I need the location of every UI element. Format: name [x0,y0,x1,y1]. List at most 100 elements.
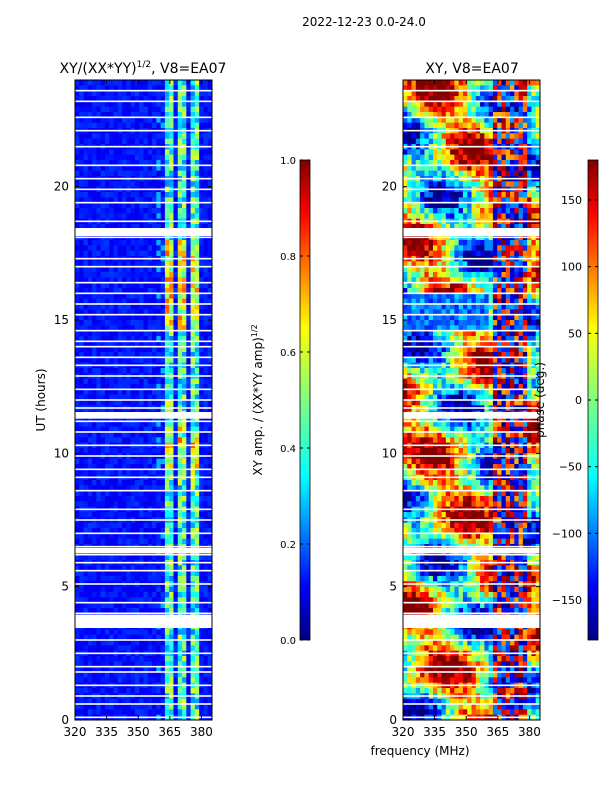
heatmap-cell [147,266,153,273]
heatmap-cell [134,629,140,636]
heatmap-cell [203,368,209,374]
x-tick-label: 320 [64,725,87,739]
heatmap-cell [428,117,434,124]
heatmap-cell [420,122,425,129]
heatmap-cell [113,368,119,374]
heatmap-cell [169,282,174,289]
heatmap-cell [143,554,149,561]
heatmap-cell [177,576,183,582]
heatmap-cell [164,197,170,204]
heatmap-cell [100,554,106,561]
heatmap-cell [467,160,472,166]
heatmap-cell [173,389,179,396]
heatmap-cell [424,170,430,177]
heatmap-cell [411,154,417,161]
heatmap-cell [156,645,162,652]
heatmap-cell [87,416,93,422]
heatmap-cell [113,656,119,662]
heatmap-cell [126,181,132,188]
heatmap-cell [100,533,106,540]
heatmap-cell [130,288,136,294]
heatmap-cell [130,181,136,188]
heatmap-cell [117,250,123,257]
heatmap-cell [152,149,157,156]
heatmap-cell [113,309,119,316]
heatmap-cell [458,213,464,220]
heatmap-cell [134,480,140,486]
heatmap-cell [100,608,106,614]
heatmap-cell [83,645,89,652]
heatmap-cell [480,197,485,204]
heatmap-cell [207,298,213,305]
heatmap-cell [143,512,149,518]
heatmap-cell [199,416,204,422]
heatmap-cell [182,117,187,124]
heatmap-cell [130,149,136,156]
heatmap-cell [96,432,102,438]
heatmap-cell [403,160,408,166]
heatmap-cell [462,112,468,118]
heatmap-cell [100,570,106,577]
heatmap-cell [475,96,481,102]
heatmap-cell [100,192,106,198]
heatmap-cell [207,117,213,124]
heatmap-cell [96,672,102,678]
heatmap-cell [152,288,157,294]
heatmap-cell [139,165,144,172]
heatmap-cell [177,389,183,396]
heatmap-cell [190,192,196,198]
heatmap-cell [164,250,170,257]
heatmap-cell [488,181,494,188]
heatmap-cell [113,464,119,470]
heatmap-cell [96,240,102,246]
heatmap-cell [143,165,149,172]
left-colorbar-gradient [299,159,311,641]
heatmap-cell [190,240,196,246]
heatmap-cell [104,464,110,470]
heatmap-cell [169,101,174,108]
heatmap-cell [492,202,498,209]
right-panel-title: XY, V8=EA07 [425,61,519,77]
heatmap-cell [79,357,84,364]
heatmap-cell [75,490,80,497]
heatmap-cell [117,576,123,582]
heatmap-cell [109,640,114,646]
heatmap-cell [92,330,97,337]
heatmap-cell [83,250,89,257]
heatmap-cell [117,437,123,444]
heatmap-cell [471,117,477,124]
heatmap-cell [445,202,451,209]
heatmap-cell [96,346,102,353]
heatmap-cell [492,133,498,140]
heatmap-cell [411,240,417,246]
heatmap-cell [92,677,97,684]
heatmap-cell [152,528,157,534]
heatmap-cell [199,554,204,561]
heatmap-cell [203,570,209,577]
heatmap-cell [194,85,200,92]
heatmap-cell [407,138,412,145]
heatmap-cell [87,320,93,326]
heatmap-cell [109,336,114,342]
heatmap-cell [467,112,472,118]
heatmap-cell [156,346,162,353]
heatmap-cell [462,224,468,230]
heatmap-cell [510,122,515,129]
heatmap-cell [467,154,472,161]
heatmap-cell [522,122,528,129]
heatmap-cell [139,629,144,636]
heatmap-cell [96,528,102,534]
flagged-row [75,100,212,103]
heatmap-cell [207,357,213,364]
heatmap-cell [203,282,209,289]
flagged-row [75,476,212,479]
heatmap-cell [92,170,97,177]
heatmap-cell [207,197,213,204]
heatmap-cell [450,112,455,118]
heatmap-cell [190,432,196,438]
flagged-span [75,548,212,554]
heatmap-cell [203,538,209,545]
heatmap-cell [203,480,209,486]
heatmap-cell [169,432,174,438]
heatmap-cell [194,346,200,353]
